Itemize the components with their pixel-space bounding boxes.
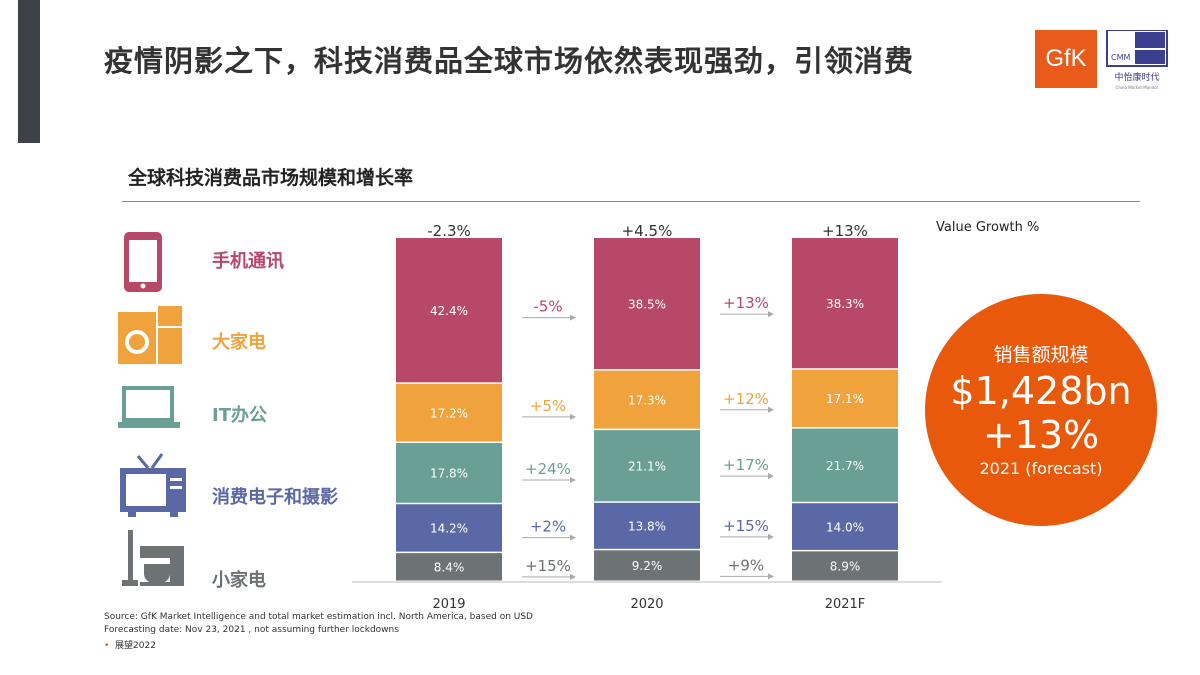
- cmm-logo: CMM 中怡康时代 China Market Monitor: [1106, 30, 1168, 90]
- segment-growth-label: +15%: [723, 517, 769, 535]
- growth-arrowhead: [570, 573, 576, 580]
- growth-arrowhead: [570, 477, 576, 484]
- segment-growth-label: +24%: [525, 460, 571, 478]
- segment-label: 17.1%: [826, 392, 864, 406]
- growth-arrowhead: [768, 473, 774, 480]
- x-tick-label: 2019: [432, 597, 465, 612]
- bar-segment: [792, 551, 898, 581]
- bar-segment: [594, 370, 700, 429]
- source-note: Source: GfK Market Intelligence and tota…: [104, 612, 533, 622]
- segment-growth-label: +2%: [530, 518, 566, 536]
- washer-fridge-icon: [118, 306, 182, 364]
- bullet-note: • 展望2022: [104, 641, 156, 651]
- bar-segment: [792, 369, 898, 428]
- segment-label: 8.4%: [434, 561, 465, 575]
- divider: [122, 201, 1140, 202]
- total-growth-label: +4.5%: [622, 222, 673, 240]
- bar-segment: [396, 553, 502, 581]
- bar-segment: [594, 238, 700, 370]
- segment-growth-label: +17%: [723, 456, 769, 474]
- laptop-icon: [118, 386, 180, 428]
- segment-label: 21.1%: [628, 459, 666, 473]
- segment-growth-label: +5%: [530, 397, 566, 415]
- legend-label-major-appliances: 大家电: [212, 332, 266, 353]
- segment-label: 38.3%: [826, 297, 864, 311]
- segment-label: 8.9%: [830, 560, 861, 574]
- value-growth-header: Value Growth %: [936, 220, 1040, 235]
- bar-segment: [792, 428, 898, 502]
- x-tick-label: 2021F: [825, 597, 866, 612]
- segment-label: 21.7%: [826, 459, 864, 473]
- segment-label: 38.5%: [628, 297, 666, 311]
- svg-text:中怡康时代: 中怡康时代: [1114, 71, 1159, 83]
- callout-value: $1,428bn: [950, 369, 1132, 413]
- bar-segment: [594, 502, 700, 549]
- smartphone-icon: [124, 232, 162, 292]
- forecast-note: Forecasting date: Nov 23, 2021 , not ass…: [104, 625, 399, 635]
- segment-growth-label: +12%: [723, 390, 769, 408]
- segment-growth-label: -5%: [533, 298, 562, 316]
- segment-label: 9.2%: [632, 559, 663, 573]
- growth-arrowhead: [570, 413, 576, 420]
- segment-label: 17.3%: [628, 393, 666, 407]
- total-growth-label: -2.3%: [427, 222, 471, 240]
- bar-segment: [396, 504, 502, 552]
- legend-label-small-appliances: 小家电: [212, 570, 266, 591]
- total-growth-label: +13%: [822, 222, 868, 240]
- chart-title: 全球科技消费品市场规模和增长率: [128, 167, 414, 189]
- segment-label: 14.0%: [826, 520, 864, 534]
- gfk-logo: GfK: [1035, 30, 1097, 88]
- growth-arrowhead: [768, 311, 774, 318]
- bar-segment: [396, 383, 502, 442]
- x-tick-label: 2020: [630, 597, 663, 612]
- bar-segment: [594, 550, 700, 581]
- callout-growth: +13%: [982, 413, 1100, 457]
- bar-segment: [396, 238, 502, 383]
- bar-segment: [594, 430, 700, 502]
- segment-label: 42.4%: [430, 304, 468, 318]
- growth-arrowhead: [768, 406, 774, 413]
- segment-label: 17.2%: [430, 406, 468, 420]
- bar-segment: [792, 238, 898, 369]
- vacuum-mixer-icon: [122, 530, 184, 586]
- bar-segment: [792, 503, 898, 550]
- callout-note: 2021 (forecast): [979, 459, 1103, 478]
- callout-label: 销售额规模: [993, 344, 1089, 366]
- segment-growth-label: +15%: [525, 557, 571, 575]
- svg-text:China Market Monitor: China Market Monitor: [1116, 85, 1159, 90]
- legend-label-mobile: 手机通讯: [212, 251, 284, 272]
- segment-label: 17.8%: [430, 467, 468, 481]
- category-icons: [118, 232, 186, 586]
- page-title: 疫情阴影之下，科技消费品全球市场依然表现强劲，引领消费: [104, 44, 915, 78]
- legend-label-it-office: IT办公: [212, 405, 267, 426]
- growth-arrowhead: [570, 534, 576, 541]
- segment-growth-label: +9%: [728, 556, 764, 574]
- growth-arrowhead: [768, 533, 774, 540]
- segment-growth-label: +13%: [723, 294, 769, 312]
- growth-arrowhead: [570, 314, 576, 321]
- growth-arrowhead: [768, 573, 774, 580]
- sales-callout: 销售额规模 $1,428bn +13% 2021 (forecast): [925, 294, 1157, 526]
- bar-segment: [396, 443, 502, 503]
- segment-label: 13.8%: [628, 520, 666, 534]
- bullet-text: 展望2022: [115, 641, 156, 651]
- tv-icon: [120, 453, 186, 517]
- sidebar-accent: [18, 0, 40, 143]
- svg-text:CMM: CMM: [1111, 53, 1130, 62]
- legend-label-consumer-electronics: 消费电子和摄影: [212, 487, 338, 508]
- segment-label: 14.2%: [430, 522, 468, 536]
